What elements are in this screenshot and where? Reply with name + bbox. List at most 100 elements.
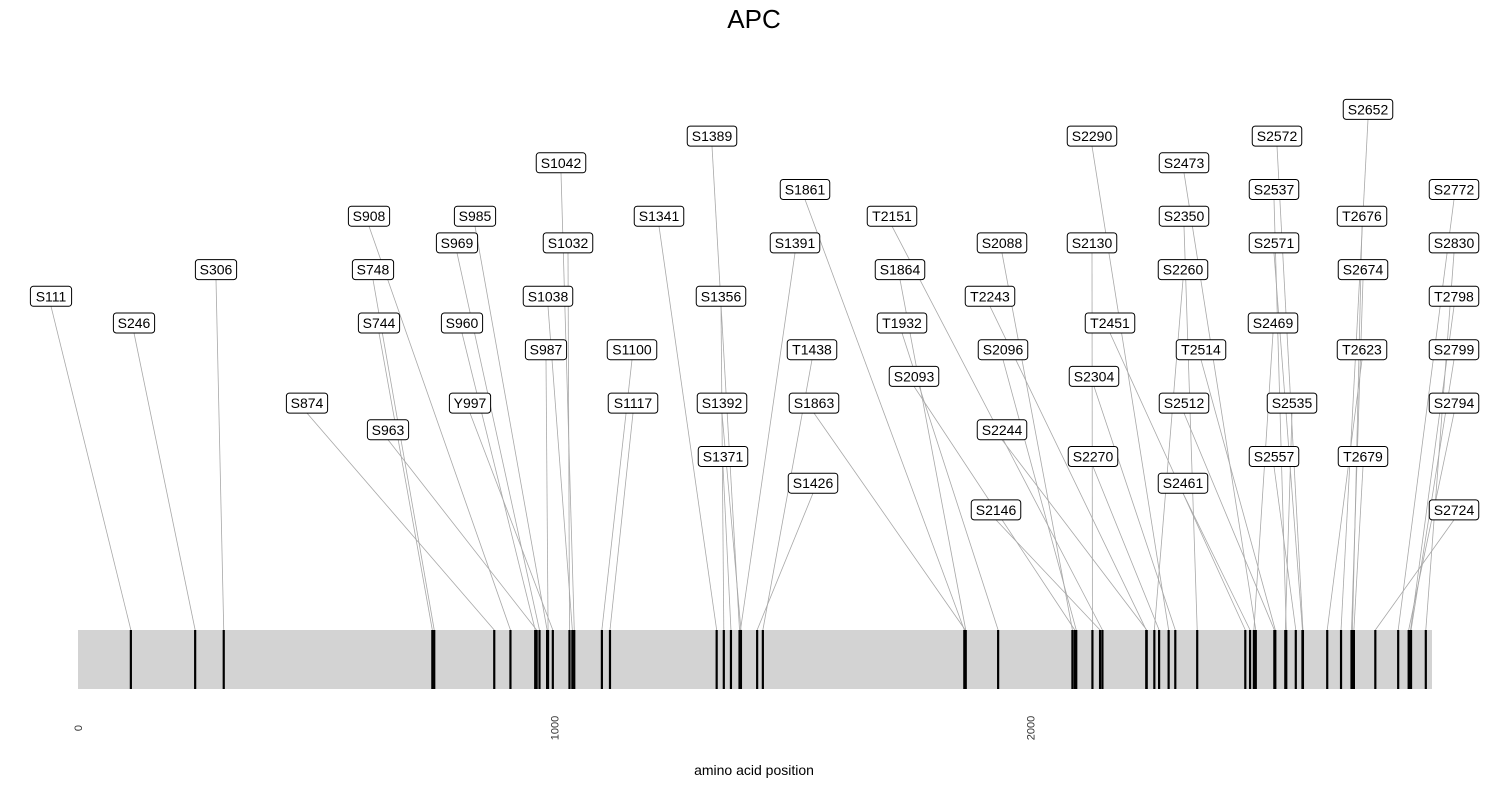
site-label-box: [1158, 152, 1210, 174]
leader-line-s2244: [1001, 439, 1148, 631]
site-label-box: [1428, 499, 1480, 521]
site-label-s1042: S1042: [535, 152, 587, 174]
site-label-s748: S748: [351, 259, 395, 281]
site-label-text: S2088: [982, 235, 1023, 251]
site-label-text: S2096: [983, 342, 1024, 358]
site-label-s1863: S1863: [788, 392, 840, 414]
site-label-s2512: S2512: [1158, 392, 1210, 414]
site-label-box: [888, 365, 940, 387]
site-label-text: S2260: [1163, 262, 1204, 278]
site-label-text: S2571: [1254, 235, 1295, 251]
leader-line-s2088: [1001, 252, 1073, 631]
leader-line-s111: [50, 306, 132, 631]
site-label-text: S874: [291, 395, 324, 411]
site-label-text: S2350: [1164, 208, 1205, 224]
leader-line-s2260: [1153, 279, 1184, 631]
site-label-box: [351, 259, 395, 281]
site-label-box: [1157, 472, 1209, 494]
site-label-box: [448, 392, 492, 414]
leader-line-t2798: [1410, 306, 1455, 631]
site-label-box: [696, 392, 748, 414]
site-label-text: S2799: [1434, 342, 1475, 358]
site-label-text: S1389: [692, 128, 733, 144]
leader-line-s2512: [1183, 412, 1275, 631]
site-label-s908: S908: [347, 205, 391, 227]
x-tick-label-1000: 1000: [549, 716, 561, 740]
site-label-t1932: T1932: [876, 312, 928, 334]
leader-line-s2096: [1002, 359, 1077, 631]
site-label-text: T1932: [882, 315, 922, 331]
site-label-s1038: S1038: [522, 285, 574, 307]
site-label-box: [366, 419, 410, 441]
leader-line-s2572: [1276, 146, 1304, 631]
site-label-s2473: S2473: [1158, 152, 1210, 174]
site-label-box: [1158, 205, 1210, 227]
site-label-box: [686, 125, 738, 147]
site-label-box: [977, 339, 1029, 361]
protein-bar: [78, 630, 1432, 689]
site-label-s2830: S2830: [1428, 232, 1480, 254]
site-label-text: S2512: [1164, 395, 1205, 411]
site-label-box: [112, 312, 156, 334]
leader-line-s2537: [1273, 199, 1287, 631]
site-label-s1864: S1864: [874, 259, 926, 281]
site-label-box: [633, 205, 685, 227]
site-label-s2146: S2146: [970, 499, 1022, 521]
site-label-text: S2244: [982, 422, 1023, 438]
site-label-box: [1084, 312, 1136, 334]
leader-line-s1391: [740, 252, 796, 631]
leader-line-s1863: [813, 412, 966, 631]
site-label-text: S1356: [701, 288, 742, 304]
site-label-box: [440, 312, 484, 334]
site-label-box: [453, 205, 497, 227]
site-label-text: S985: [459, 208, 492, 224]
site-label-s1100: S1100: [606, 339, 658, 361]
site-label-s246: S246: [112, 312, 156, 334]
site-label-box: [769, 232, 821, 254]
site-label-s1392: S1392: [696, 392, 748, 414]
x-axis-label: amino acid position: [694, 762, 814, 778]
site-label-box: [976, 419, 1028, 441]
site-label-s987: S987: [524, 339, 568, 361]
site-label-s2130: S2130: [1066, 232, 1118, 254]
site-label-s2794: S2794: [1428, 392, 1480, 414]
site-label-text: S1863: [794, 395, 835, 411]
site-label-s306: S306: [194, 259, 238, 281]
site-label-text: S2724: [1434, 502, 1475, 518]
leader-line-s1864: [899, 279, 967, 631]
leader-line-s246: [133, 332, 196, 631]
site-label-s1389: S1389: [686, 125, 738, 147]
site-label-text: S748: [357, 262, 390, 278]
leader-line-s1371: [722, 466, 732, 631]
site-label-box: [1248, 232, 1300, 254]
site-label-text: S1426: [793, 475, 834, 491]
leader-line-s987: [545, 359, 549, 631]
site-label-text: S2093: [894, 368, 935, 384]
site-label-text: S2652: [1348, 101, 1389, 117]
site-label-text: S1032: [548, 235, 589, 251]
leader-line-s2557: [1273, 466, 1297, 631]
site-label-text: T2679: [1343, 449, 1383, 465]
site-label-box: [1158, 392, 1210, 414]
site-label-text: S969: [441, 235, 474, 251]
leader-line-s1426: [756, 493, 814, 631]
site-label-s1117: S1117: [607, 392, 659, 414]
site-label-text: S2794: [1434, 395, 1475, 411]
site-label-s2270: S2270: [1067, 446, 1119, 467]
site-label-t2451: T2451: [1084, 312, 1136, 334]
site-label-t2798: T2798: [1428, 285, 1480, 307]
site-label-text: S908: [353, 208, 386, 224]
leader-line-t2676: [1352, 226, 1363, 631]
site-label-text: S111: [36, 288, 67, 304]
site-label-text: S1100: [612, 342, 652, 358]
site-label-s2244: S2244: [976, 419, 1028, 441]
site-label-text: S2461: [1163, 475, 1204, 491]
site-label-s1371: S1371: [697, 446, 749, 467]
site-label-box: [285, 392, 329, 414]
site-label-box: [1336, 205, 1388, 227]
site-label-box: [1251, 125, 1303, 147]
site-label-text: S2830: [1434, 235, 1475, 251]
site-label-s1032: S1032: [542, 232, 594, 254]
leader-line-s985: [474, 226, 548, 631]
site-label-s1861: S1861: [779, 179, 831, 200]
